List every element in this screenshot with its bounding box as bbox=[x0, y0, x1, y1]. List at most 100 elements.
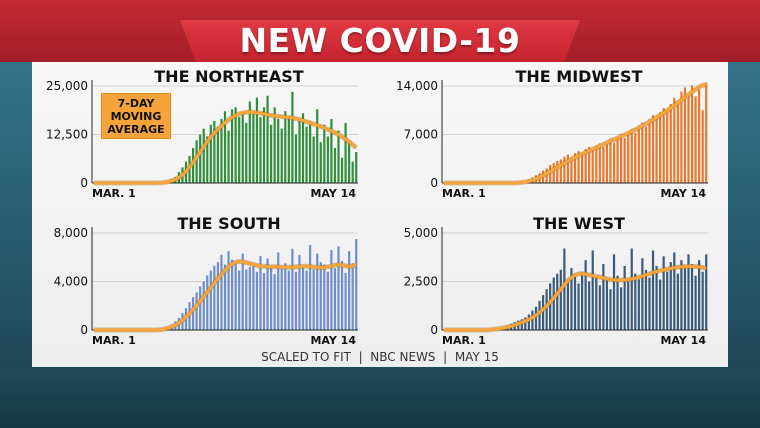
bar bbox=[266, 95, 269, 183]
bar bbox=[641, 258, 644, 330]
bar bbox=[270, 124, 273, 183]
bar bbox=[534, 306, 538, 330]
bar bbox=[230, 259, 234, 330]
bar bbox=[662, 256, 665, 330]
bar bbox=[651, 250, 655, 330]
bar bbox=[195, 140, 198, 183]
y-tick-label: 5,000 bbox=[404, 226, 438, 240]
bar bbox=[337, 130, 340, 183]
bar bbox=[255, 97, 259, 183]
bar bbox=[355, 239, 358, 330]
bar bbox=[556, 273, 559, 330]
bar bbox=[344, 273, 347, 330]
bar bbox=[612, 254, 616, 330]
bar bbox=[202, 128, 205, 183]
x-start-label: MAR. 1 bbox=[442, 334, 486, 347]
bar bbox=[277, 118, 280, 183]
bar bbox=[605, 141, 609, 183]
bar bbox=[213, 120, 216, 183]
moving-average-callout: 7-DAY MOVING AVERAGE bbox=[101, 93, 171, 139]
x-start-label: MAR. 1 bbox=[442, 187, 486, 200]
bar bbox=[252, 111, 255, 183]
bar bbox=[216, 126, 220, 183]
chart-midwest: 14,000 7,000 0 THE MIDWEST MAR. 1 MAY 14 bbox=[396, 67, 708, 200]
chart-title: THE SOUTH bbox=[177, 214, 280, 233]
bar bbox=[630, 248, 633, 330]
bar bbox=[676, 273, 679, 330]
bottom-strip bbox=[0, 367, 760, 428]
bar bbox=[584, 149, 587, 183]
bar-group bbox=[156, 239, 358, 330]
bar bbox=[545, 289, 548, 330]
bar bbox=[566, 154, 570, 183]
bar bbox=[326, 136, 329, 183]
bar bbox=[655, 265, 658, 330]
x-end-label: MAY 14 bbox=[310, 334, 356, 347]
bar bbox=[220, 118, 223, 183]
bar bbox=[588, 146, 591, 183]
bar bbox=[648, 277, 651, 330]
bar bbox=[623, 137, 626, 183]
bar bbox=[659, 279, 662, 330]
bar bbox=[545, 168, 548, 183]
bar bbox=[344, 122, 347, 183]
bar bbox=[676, 100, 679, 183]
chart-northeast: 25,000 12,500 0 THE NORTHEAST MAR. 1 MAY 14 bbox=[46, 67, 358, 200]
bar bbox=[305, 270, 308, 330]
bar bbox=[220, 254, 223, 330]
bar bbox=[701, 271, 704, 330]
bar bbox=[549, 283, 552, 330]
bar bbox=[312, 136, 315, 183]
bar bbox=[705, 254, 708, 330]
bar bbox=[595, 277, 598, 330]
bar bbox=[245, 122, 248, 183]
bar bbox=[612, 142, 616, 183]
bar bbox=[637, 279, 640, 330]
bar bbox=[273, 274, 276, 330]
bar bbox=[259, 117, 262, 183]
bar bbox=[202, 281, 205, 330]
bar bbox=[223, 111, 227, 183]
bar bbox=[701, 110, 704, 183]
bar bbox=[351, 263, 354, 330]
bar bbox=[333, 268, 337, 330]
bar bbox=[577, 151, 580, 183]
chart-south: 8,000 4,000 0 THE SOUTH MAR. 1 MAY 14 bbox=[54, 214, 358, 347]
bar bbox=[234, 262, 237, 330]
x-end-label: MAY 14 bbox=[310, 187, 356, 200]
bar bbox=[259, 256, 262, 330]
bar bbox=[573, 153, 577, 183]
bar bbox=[277, 252, 280, 330]
bar bbox=[598, 285, 601, 330]
bar bbox=[588, 281, 591, 330]
bar bbox=[298, 118, 301, 183]
bar bbox=[669, 262, 672, 330]
bar bbox=[337, 246, 340, 330]
bar bbox=[580, 153, 584, 183]
bar bbox=[623, 265, 626, 330]
bar bbox=[627, 131, 630, 183]
bar bbox=[659, 112, 662, 183]
y-tick-label: 2,500 bbox=[404, 275, 438, 289]
y-tick-label: 8,000 bbox=[54, 226, 88, 240]
bar bbox=[305, 126, 308, 183]
bar bbox=[291, 248, 294, 330]
bar bbox=[355, 151, 358, 183]
bar bbox=[216, 262, 220, 330]
callout-line-1: 7-DAY bbox=[117, 96, 155, 110]
bar bbox=[641, 122, 644, 183]
moving-average-line bbox=[93, 259, 357, 332]
bar bbox=[644, 269, 648, 330]
bar bbox=[340, 157, 344, 183]
bar-group bbox=[513, 82, 708, 183]
bar bbox=[634, 133, 637, 183]
bar bbox=[309, 120, 312, 183]
bar bbox=[248, 101, 251, 183]
x-start-label: MAR. 1 bbox=[92, 334, 136, 347]
bar bbox=[566, 279, 570, 330]
bar bbox=[273, 107, 276, 183]
callout-line-2: MOVING bbox=[110, 109, 162, 123]
bar bbox=[552, 162, 555, 183]
x-end-label: MAY 14 bbox=[660, 187, 706, 200]
